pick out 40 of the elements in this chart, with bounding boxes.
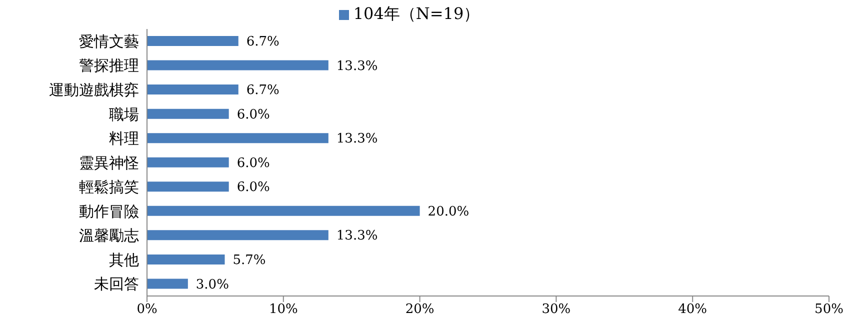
- x-tick-label: 20%: [405, 302, 434, 318]
- bar: [147, 60, 328, 70]
- data-label: 20.0%: [428, 204, 470, 220]
- y-tick-label: 動作冒險: [79, 202, 139, 220]
- data-label: 6.0%: [236, 107, 270, 122]
- y-tick-label: 料理: [109, 130, 139, 148]
- data-label: 13.3%: [336, 228, 378, 244]
- bar: [147, 278, 188, 289]
- y-tick-label: 輕鬆搞笑: [79, 178, 139, 196]
- x-tick-label: 40%: [678, 302, 708, 318]
- x-tick-label: 10%: [268, 302, 298, 318]
- data-label: 6.0%: [236, 180, 270, 196]
- y-tick-label: 職場: [109, 105, 139, 124]
- data-label: 6.7%: [246, 34, 280, 50]
- x-tick-label: 30%: [542, 302, 571, 318]
- x-tick-label: 0%: [136, 302, 158, 318]
- y-tick-label: 運動遊戲棋弈: [49, 81, 139, 100]
- y-tick-label: 靈異神怪: [79, 154, 139, 172]
- y-tick-label: 未回答: [94, 275, 139, 294]
- bar: [147, 157, 229, 168]
- data-label: 6.0%: [236, 156, 270, 171]
- bar: [147, 206, 420, 216]
- data-label: 13.3%: [336, 132, 378, 147]
- y-tick-label: 愛情文藝: [79, 32, 139, 50]
- bar: [147, 133, 328, 144]
- bar: [147, 182, 229, 192]
- data-label: 5.7%: [232, 253, 266, 268]
- data-label: 6.7%: [246, 83, 280, 98]
- bar: [147, 108, 229, 119]
- y-tick-label: 其他: [109, 250, 139, 269]
- bar: [147, 230, 328, 240]
- legend-label: 104年（N=19）: [353, 4, 480, 23]
- x-tick-label: 50%: [814, 302, 844, 318]
- data-label: 13.3%: [336, 58, 378, 74]
- bar: [147, 254, 225, 264]
- bar: [147, 84, 238, 95]
- bar: [147, 36, 238, 46]
- y-tick-label: 溫馨勵志: [79, 226, 139, 245]
- data-label: 3.0%: [196, 277, 229, 292]
- y-tick-label: 警探推理: [79, 56, 139, 75]
